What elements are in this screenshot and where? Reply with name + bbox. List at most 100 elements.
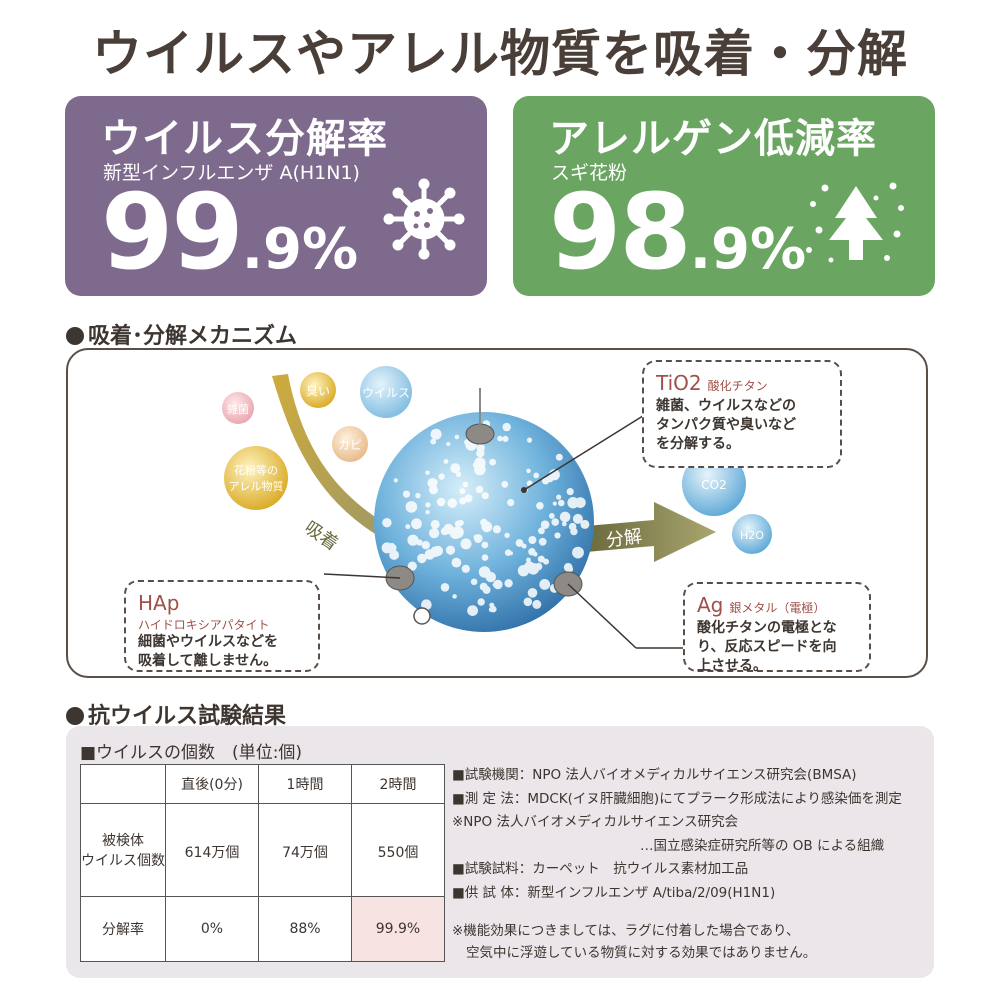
sphere-bubble: [461, 564, 470, 573]
sphere-bubble: [556, 494, 562, 500]
note-method: ■測 定 法：MDCK(イヌ肝臓細胞)にてプラーク形成法により感染価を測定: [452, 790, 902, 807]
sphere-bubble: [526, 557, 531, 563]
bullet-dot-icon: [66, 707, 84, 725]
sphere-bubble: [382, 518, 392, 528]
sphere-bubble: [436, 497, 446, 507]
sphere-bubble: [481, 492, 489, 500]
sphere-bubble: [533, 551, 538, 557]
ag-body: 酸化チタンの電極とな り、反応スピードを向 上させる。: [697, 620, 837, 674]
sphere-bubble: [487, 574, 495, 581]
sphere-bubble: [407, 561, 417, 571]
sphere-bubble: [407, 534, 419, 546]
sphere-bubble: [459, 497, 467, 505]
sphere-bubble: [543, 558, 549, 565]
svg-text:臭い: 臭い: [306, 383, 330, 398]
rate-0min: 0%: [165, 896, 259, 962]
sphere-bubble: [526, 468, 531, 474]
sphere-bubble: [472, 462, 477, 468]
allergen-value-decimal: .9%: [689, 217, 807, 282]
row-label-rate: 分解率: [80, 896, 166, 962]
decompose-label: 分解: [605, 526, 644, 552]
row-label-count: 被検体 ウイルス個数: [80, 803, 166, 897]
count-1h: 74万個: [258, 803, 352, 897]
table-header-row: 直後(0分) 1時間 2時間: [80, 764, 445, 804]
sphere-bubble: [481, 554, 489, 561]
svg-text:CO2: CO2: [701, 478, 726, 492]
sphere-bubble: [452, 594, 457, 599]
product-h2o: H2O: [732, 514, 772, 554]
note-institution: ■試験機関：NPO 法人バイオメディカルサイエンス研究会(BMSA): [452, 767, 857, 783]
sphere-bubble: [443, 459, 449, 464]
headline: ウイルスやアレル物質を吸着・分解: [92, 25, 908, 83]
sphere-bubble: [479, 582, 488, 591]
allergen-card-title: アレルゲン低減率: [549, 116, 877, 162]
note-bmsa-detail: …国立感染症研究所等の OB による組織: [640, 837, 885, 854]
sphere-bubble: [493, 579, 503, 590]
note-sample: ■試験試料：カーペット 抗ウイルス素材加工品: [452, 861, 749, 877]
sphere-bubble: [504, 579, 513, 588]
sphere-bubble: [455, 471, 462, 477]
sphere-bubble: [454, 434, 460, 440]
col-1h: 1時間: [258, 764, 352, 804]
sphere-bubble: [460, 538, 472, 550]
tio2-subtitle: 酸化チタン: [707, 379, 768, 393]
sphere-bubble: [393, 478, 398, 483]
particle-pollen: 花粉等の アレル物質: [224, 446, 288, 510]
sphere-bubble: [421, 599, 432, 610]
rate-2h: 99.9%: [351, 896, 445, 962]
particle-mold: カビ: [332, 426, 368, 462]
sphere-bubble: [521, 543, 527, 549]
sphere-bubble: [478, 566, 491, 578]
particle-bacteria: 雑菌: [222, 392, 254, 424]
sphere-bubble: [430, 428, 442, 440]
sphere-bubble: [451, 557, 462, 568]
hap-callout: HAp ハイドロキシアパタイト 細菌やウイルスなどを 吸着して離しません。: [124, 580, 320, 672]
sphere-bubble: [430, 519, 440, 529]
sphere-bubble: [490, 606, 497, 613]
sphere-bubble: [533, 472, 540, 479]
sphere-bubble: [497, 435, 503, 442]
test-notes: ■試験機関：NPO 法人バイオメディカルサイエンス研究会(BMSA) ■測 定 …: [452, 764, 902, 905]
tree-snow-icon: [806, 182, 904, 263]
sphere-bubble: [540, 520, 550, 529]
particle-odor: 臭い: [300, 372, 336, 408]
sphere-bubble: [475, 485, 484, 494]
sphere-bubble: [507, 499, 515, 507]
rate-1h: 88%: [258, 896, 352, 962]
svg-text:カビ: カビ: [338, 438, 362, 452]
decompose-arrow: [586, 502, 716, 562]
sphere-bubble: [548, 513, 555, 519]
sphere-bubble: [429, 485, 438, 495]
virus-card-title: ウイルス分解率: [101, 116, 388, 162]
sphere-bubble: [492, 525, 501, 534]
sphere-bubble: [450, 463, 461, 474]
sphere-bubble: [402, 490, 411, 498]
sphere-bubble: [580, 519, 590, 529]
count-0min: 614万個: [165, 803, 259, 897]
sphere-bubble: [504, 549, 512, 556]
virus-card-value: 99.9%: [101, 180, 358, 284]
sphere-bubble: [433, 479, 438, 484]
count-2h: 550個: [351, 803, 445, 897]
sphere-bubble: [424, 549, 435, 560]
sphere-bubble: [452, 526, 464, 539]
svg-text:H2O: H2O: [740, 529, 764, 542]
sphere-bubble: [539, 579, 551, 590]
test-heading: 抗ウイルス試験結果: [66, 698, 286, 730]
sphere-bubble: [536, 502, 544, 510]
sphere-bubble: [572, 513, 583, 524]
sphere-bubble: [430, 438, 437, 445]
svg-text:花粉等の: 花粉等の: [234, 463, 278, 477]
virus-value-integer: 99: [101, 171, 244, 293]
sphere-bubble: [415, 492, 421, 499]
sphere-bubble: [425, 470, 430, 475]
tio2-title: TiO2: [656, 371, 702, 395]
sphere-bubble: [445, 545, 456, 555]
footnote: ※機能効果につきましては、ラグに付着した場合であり、 空気中に浮遊している物質に…: [452, 920, 816, 964]
adsorb-label: 吸着: [300, 517, 342, 555]
sphere-bubble: [570, 527, 578, 536]
virus-card-subtitle: 新型インフルエンザ A(H1N1): [103, 162, 360, 184]
sphere-bubble: [489, 458, 496, 466]
sphere-bubble: [523, 597, 533, 607]
sphere-bubble: [421, 541, 430, 550]
